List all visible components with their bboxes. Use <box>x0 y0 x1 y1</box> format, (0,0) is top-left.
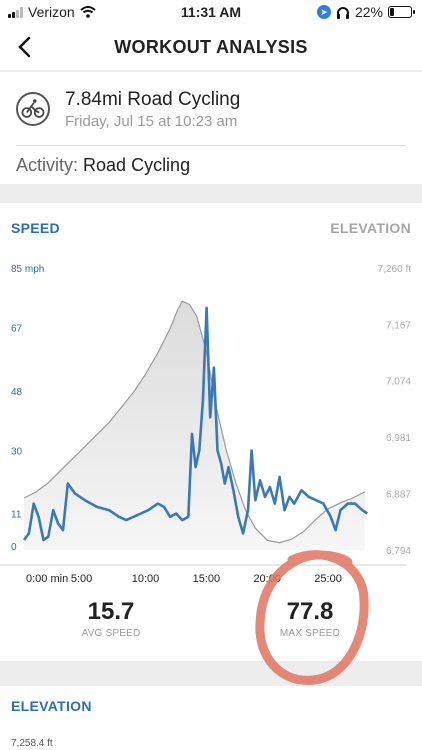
y-right-tick-label: 6,981 <box>386 433 411 444</box>
avg-speed-label: AVG SPEED <box>81 628 141 639</box>
cellular-signal-icon <box>8 6 23 18</box>
elevation-section: ELEVATION 7,258.4 ft <box>0 686 422 750</box>
x-tick-label: 20:00 <box>253 573 281 585</box>
y-right-tick-label: 7,260 ft <box>378 264 412 275</box>
x-tick-label: 10:00 <box>132 573 160 585</box>
y-left-tick-label: 11 <box>11 510 22 521</box>
y-right-tick-label: 6,887 <box>386 490 411 501</box>
max-speed-label: MAX SPEED <box>279 628 341 639</box>
max-speed-value: 77.8 <box>286 598 334 625</box>
x-tick-label: 5:00 <box>71 573 92 585</box>
elevation-section-title: ELEVATION <box>11 698 92 714</box>
speed-elevation-chart: 0 11 30 48 67 85 mph 6,794 6,887 6,981 7,074 7,167… <box>0 264 412 585</box>
carrier-name: Verizon <box>28 4 75 20</box>
y-left-tick-label: 67 <box>11 324 23 335</box>
workout-summary-card: 7.84mi Road Cycling Friday, Jul 15 at 10… <box>0 72 422 184</box>
y-right-tick-label: 7,167 <box>386 320 411 331</box>
clock: 11:31 AM <box>180 4 242 20</box>
chevron-left-icon[interactable] <box>14 34 38 60</box>
activity-label: Activity: <box>16 155 79 175</box>
activity-row: Activity: Road Cycling <box>16 155 190 176</box>
battery-level <box>390 8 395 16</box>
y-left-tick-label: 48 <box>11 387 23 398</box>
headphones-icon <box>336 6 349 19</box>
tab-speed[interactable]: SPEED <box>11 220 60 236</box>
elevation-first-tick: 7,258.4 ft <box>11 738 53 749</box>
activity-value: Road Cycling <box>83 155 191 175</box>
battery-icon <box>388 6 415 18</box>
y-right-tick-label: 7,074 <box>386 377 411 388</box>
divider <box>16 145 406 146</box>
x-tick-label: 0:00 min <box>26 573 68 585</box>
max-speed-stat: 77.8 MAX SPEED <box>235 598 385 639</box>
x-tick-label: 15:00 <box>193 573 221 585</box>
y-left-tick-label: 30 <box>11 446 23 457</box>
speed-chart-card: SPEED ELEVATION 0 11 30 48 67 85 mph 6,794 6,88… <box>0 203 422 661</box>
speed-line <box>22 306 369 542</box>
workout-date: Friday, Jul 15 at 10:23 am <box>65 113 238 130</box>
battery-percent: 22% <box>354 4 383 20</box>
avg-speed-stat: 15.7 AVG SPEED <box>36 598 186 639</box>
workout-title: 7.84mi Road Cycling <box>65 89 241 110</box>
elevation-line <box>23 300 366 544</box>
status-bar: Verizon 11:31 AM ➤ 22% <box>0 0 422 24</box>
bicycle-icon <box>16 92 50 126</box>
y-left-tick-label: 0 <box>11 542 17 553</box>
avg-speed-value: 15.7 <box>87 598 135 625</box>
page-title: WORKOUT ANALYSIS <box>114 37 308 57</box>
y-left-tick-label: 85 mph <box>11 264 44 275</box>
y-right-tick-label: 6,794 <box>386 546 411 557</box>
tab-elevation[interactable]: ELEVATION <box>330 220 411 236</box>
wifi-icon <box>80 6 96 18</box>
location-icon: ➤ <box>316 5 331 19</box>
elevation-area <box>24 301 365 550</box>
x-tick-label: 25:00 <box>314 573 342 585</box>
top-navigation: WORKOUT ANALYSIS <box>0 24 422 70</box>
